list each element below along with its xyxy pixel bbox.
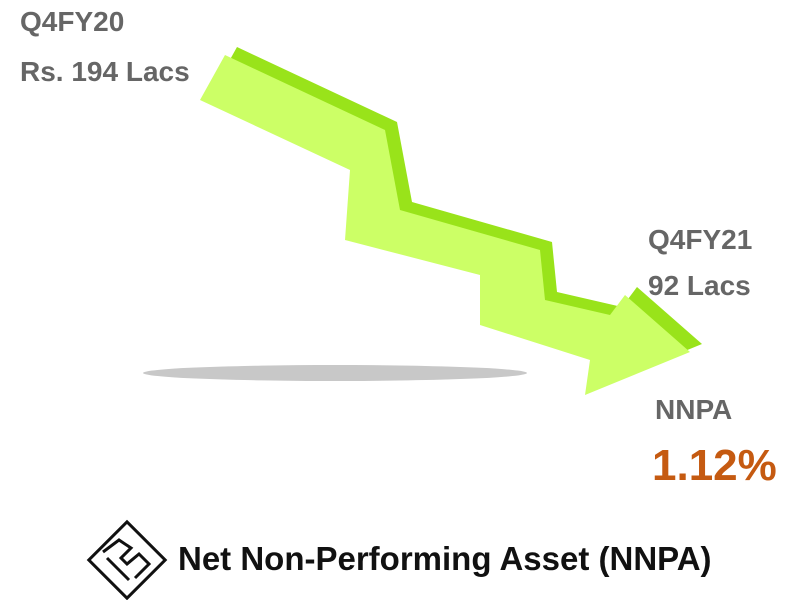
start-period: Q4FY20 <box>20 8 124 36</box>
end-amount: 92 Lacs <box>648 272 751 300</box>
shadow <box>143 365 527 381</box>
handshake-icon <box>89 522 165 598</box>
metric-label: NNPA <box>655 396 732 424</box>
metric-value: 1.12% <box>652 444 777 488</box>
infographic: Q4FY20 Rs. 194 Lacs Q4FY21 92 Lacs NNPA … <box>0 0 811 600</box>
footer-title: Net Non-Performing Asset (NNPA) <box>178 542 712 575</box>
end-period: Q4FY21 <box>648 226 752 254</box>
start-amount: Rs. 194 Lacs <box>20 58 190 86</box>
arrow-face <box>200 55 690 395</box>
